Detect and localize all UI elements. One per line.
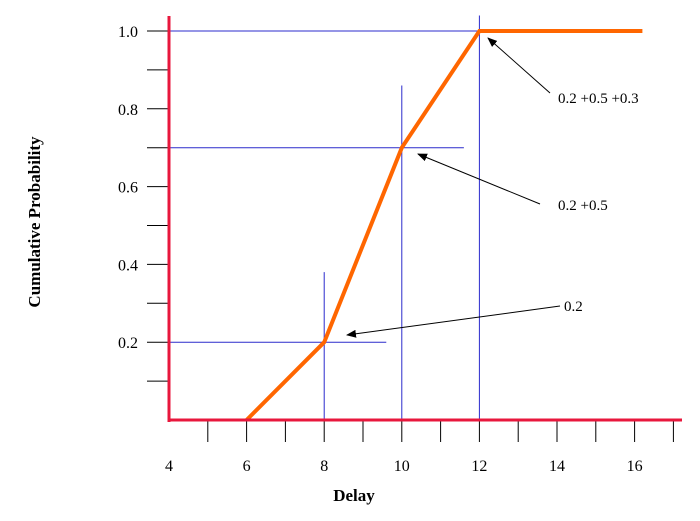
annotations: 0.2 +0.5 +0.3 0.2 +0.5 0.2 [346,37,639,338]
x-axis-title: Delay [333,486,375,505]
y-minor-ticks [147,30,169,382]
y-tick-label: 0.6 [118,180,138,197]
x-tick-labels: 4 6 8 10 12 14 16 [165,458,643,475]
reference-lines [169,15,480,420]
y-tick-label: 1.0 [118,24,138,41]
axes [167,16,682,422]
x-tick-label: 4 [165,458,173,475]
y-tick-label: 0.4 [118,257,138,274]
x-tick-label: 6 [243,458,251,475]
x-tick-label: 10 [394,458,410,475]
y-tick-label: 0.8 [118,102,138,119]
series-layer [245,29,643,422]
annotation-arrow [487,37,551,94]
cumulative-line [245,29,643,422]
x-tick-label: 8 [320,458,328,475]
annotation-label: 0.2 +0.5 +0.3 [558,91,639,107]
y-tick-labels: 0.2 0.4 0.6 0.8 1.0 [118,24,138,352]
x-tick-label: 14 [549,458,565,475]
x-tick-label: 16 [627,458,643,475]
x-minor-ticks [207,420,674,442]
annotation-arrow [346,305,561,338]
annotation-label: 0.2 +0.5 [558,198,608,214]
annotation-arrow [417,153,541,205]
y-axis-title: Cumulative Probability [25,136,44,308]
annotation-label: 0.2 [564,299,583,315]
y-tick-label: 0.2 [118,335,138,352]
x-tick-label: 12 [471,458,487,475]
